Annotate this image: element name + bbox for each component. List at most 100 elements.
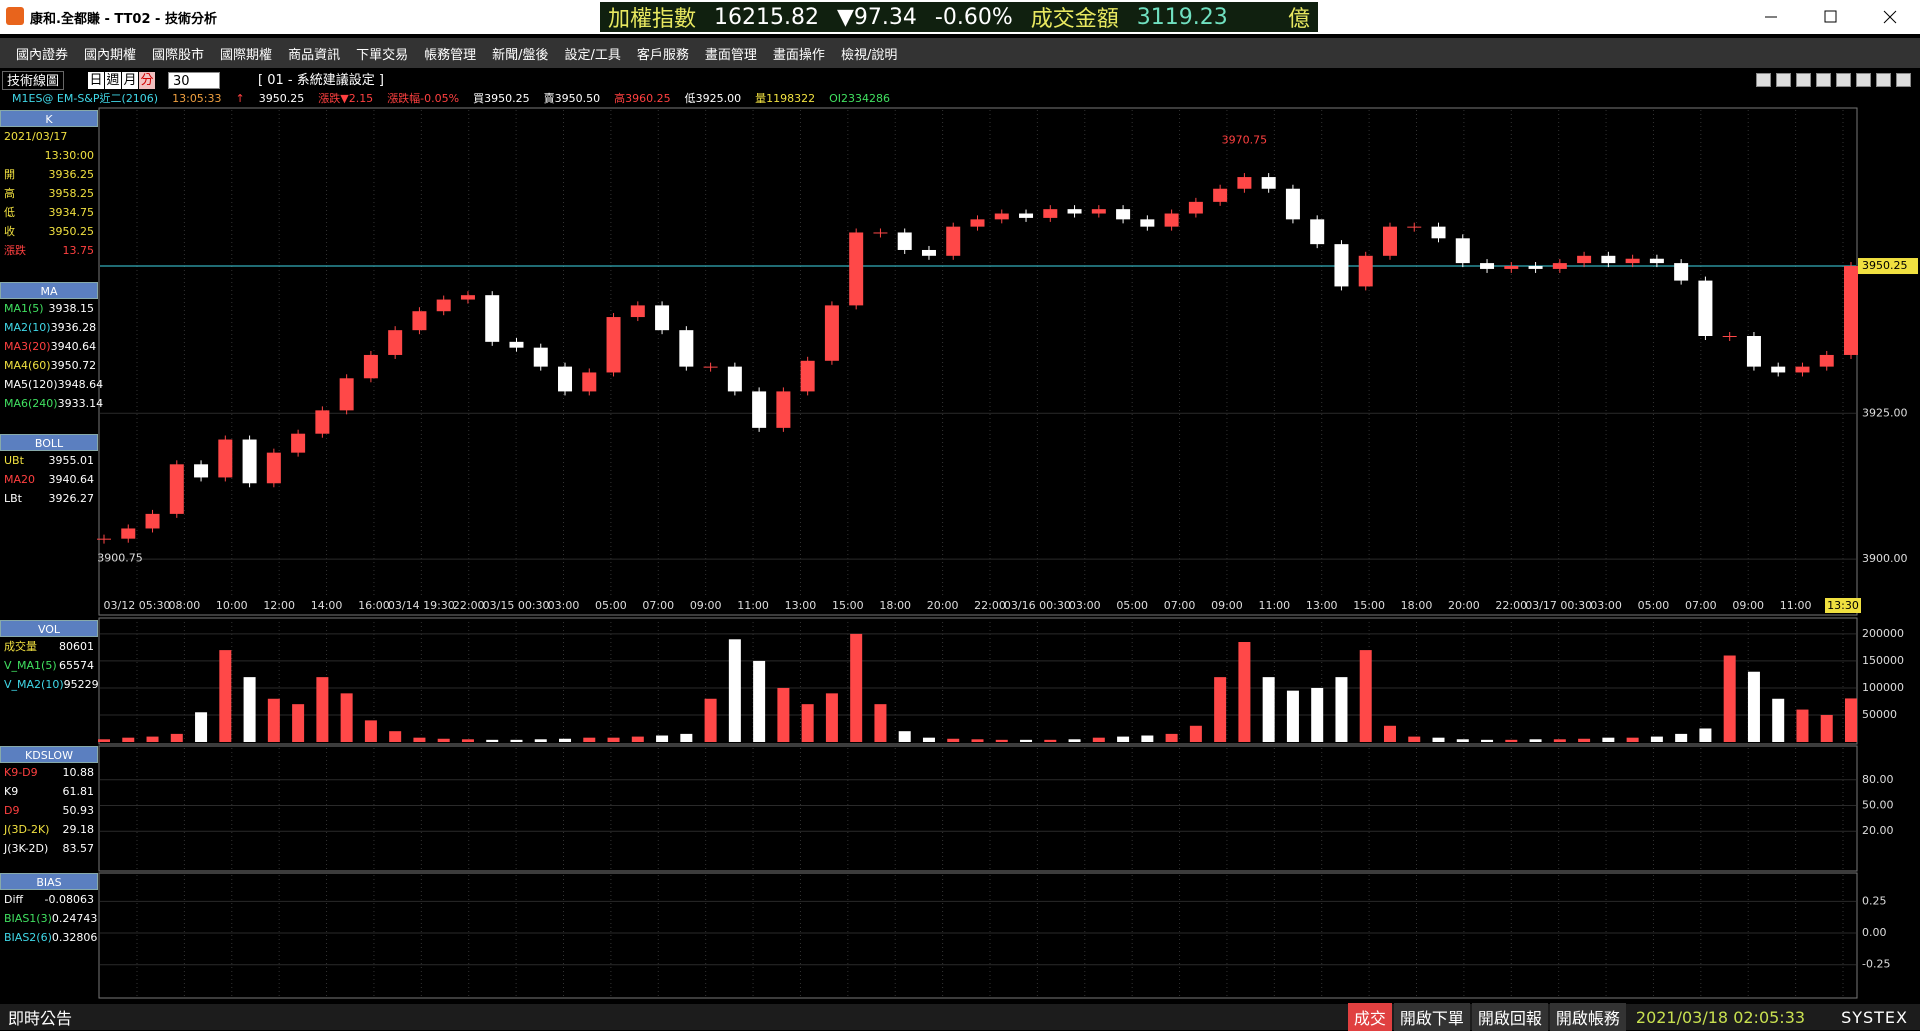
period-button[interactable]: 日 [88, 72, 104, 89]
menu-item[interactable]: 帳務管理 [424, 47, 477, 63]
candle [1140, 219, 1155, 227]
x-tick-label: 03/16 00:30 [1004, 599, 1071, 612]
volume-bar [1845, 698, 1857, 742]
restore-button[interactable] [1824, 10, 1837, 23]
x-tick-label: 22:00 [453, 599, 485, 612]
legend-label: V_MA1(5) [4, 659, 57, 672]
quote-change: 漲跌▼2.15 [318, 92, 374, 105]
candle [218, 439, 233, 478]
x-tick-label: 07:00 [1164, 599, 1196, 612]
legend-header: BOLL [0, 434, 98, 451]
tool-icon[interactable] [1896, 73, 1911, 87]
legend-label: BIAS1(3) [4, 912, 52, 925]
tool-icon[interactable] [1856, 73, 1871, 87]
quote-volume: 量1198322 [755, 92, 816, 105]
menu-item[interactable]: 下單交易 [356, 47, 409, 63]
candle [1674, 263, 1689, 281]
candle [1552, 263, 1567, 269]
candle [1795, 366, 1810, 373]
x-tick-label: 05:00 [1116, 599, 1148, 612]
candle [655, 305, 670, 331]
interval-select[interactable]: 30 [168, 72, 220, 89]
menu-item[interactable]: 國際期權 [220, 47, 273, 63]
candle [897, 232, 912, 250]
menu-item[interactable]: 國內期權 [84, 47, 137, 63]
menu-item[interactable]: 檢視/說明 [840, 47, 898, 63]
quote-bid: 買3950.25 [473, 92, 530, 105]
period-button[interactable]: 月 [122, 72, 138, 89]
legend-row: MA6(240) 3933.14 [0, 394, 103, 413]
candle [970, 219, 985, 227]
candle [606, 317, 621, 373]
candle [1528, 266, 1543, 269]
status-button[interactable]: 開啟下單 [1393, 1003, 1470, 1031]
tool-icon[interactable] [1756, 73, 1771, 87]
menu-item[interactable]: 客戶服務 [636, 47, 689, 63]
close-button[interactable] [1883, 10, 1897, 24]
legend-row: MA2(10) 3936.28 [0, 318, 98, 337]
tool-icon[interactable] [1796, 73, 1811, 87]
legend-row: J(3K-2D) 83.57 [0, 839, 98, 858]
menu-item[interactable]: 新聞/盤後 [492, 47, 549, 63]
candle [363, 354, 378, 379]
candle [994, 213, 1009, 220]
tool-icon[interactable] [1776, 73, 1791, 87]
x-tick-label: 05:00 [1638, 599, 1670, 612]
volume-bar [898, 731, 911, 742]
menu-item[interactable]: 國內證券 [16, 47, 69, 63]
candle [946, 226, 961, 256]
legend-header: MA [0, 282, 98, 299]
x-tick-label: 11:00 [737, 599, 769, 612]
status-button[interactable]: 開啟帳務 [1549, 1003, 1626, 1031]
tool-icon[interactable] [1836, 73, 1851, 87]
volume-bar [728, 639, 741, 742]
volume-bar [1456, 739, 1469, 742]
candle [1480, 263, 1495, 269]
x-tick-label: 07:00 [1685, 599, 1717, 612]
period-button[interactable]: 分 [139, 72, 155, 89]
volume-bar [825, 693, 838, 742]
ticker-unit: 億 [1287, 7, 1310, 32]
candle [339, 378, 354, 411]
status-button[interactable]: 成交 [1347, 1003, 1392, 1031]
candle [1504, 266, 1519, 269]
x-tick-label: 09:00 [690, 599, 722, 612]
candle [1285, 188, 1300, 220]
menu-item[interactable]: 國際股市 [152, 47, 205, 63]
legend-label: UBt [4, 454, 24, 467]
volume-bar [1383, 725, 1396, 742]
volume-bar [1626, 737, 1639, 742]
volume-bar [1747, 671, 1760, 742]
volume-bar [1796, 709, 1809, 742]
volume-bar [656, 735, 669, 742]
volume-bar [1578, 738, 1591, 742]
candle [1771, 366, 1786, 373]
menu-bar: 國內證券 國內期權 國際股市 國際期權 商品資訊 下單交易 帳務管理 新聞/盤後 設定/工具 客戶… [0, 38, 1920, 68]
menu-item[interactable]: 設定/工具 [564, 47, 621, 63]
tool-icon[interactable] [1816, 73, 1831, 87]
candle [1358, 255, 1373, 287]
legend-label: 成交量 [4, 640, 37, 653]
legend-row: MA5(120) 3948.64 [0, 375, 103, 394]
candle [1310, 219, 1325, 245]
volume-bar [389, 731, 402, 742]
legend-label: K9 [4, 785, 19, 798]
volume-bar [559, 738, 572, 742]
period-button[interactable]: 週 [105, 72, 121, 89]
quote-arrow: ↑ [235, 91, 245, 105]
y-tick-label: 0.00 [1862, 926, 1887, 939]
volume-bar [1820, 714, 1833, 742]
legend-row: BIAS2(6) 0.32806 [0, 928, 98, 947]
status-button[interactable]: 開啟回報 [1471, 1003, 1548, 1031]
quote-last: 3950.25 [258, 91, 305, 105]
tool-icon[interactable] [1876, 73, 1891, 87]
volume-bar [801, 704, 814, 742]
menu-item[interactable]: 畫面管理 [704, 47, 757, 63]
candle [1043, 209, 1058, 218]
x-tick-label: 07:00 [642, 599, 674, 612]
price-annotation: 3970.75 [1222, 133, 1268, 146]
volume-bar [607, 737, 620, 742]
menu-item[interactable]: 商品資訊 [288, 47, 341, 63]
preset-label: [ 01 - 系統建議設定 ] [258, 73, 384, 88]
menu-item[interactable]: 畫面操作 [772, 47, 825, 63]
